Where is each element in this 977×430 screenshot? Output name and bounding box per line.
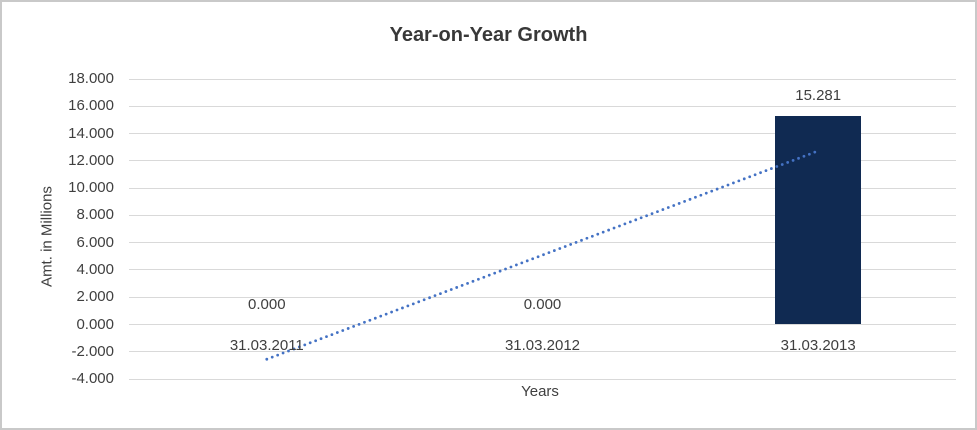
y-axis-title: Amt. in Millions [38,186,56,287]
y-tick-label: 6.000 [76,233,114,251]
y-tick-label: 10.000 [68,179,114,197]
gridline [129,78,956,80]
x-tick-label: 31.03.2013 [780,337,856,354]
x-axis-title: Years [521,383,559,400]
y-tick-label: 8.000 [76,206,114,224]
y-tick-label: -4.000 [71,370,114,387]
x-tick-label: 31.03.2012 [504,337,581,354]
chart-title: Year-on-Year Growth [389,24,588,46]
gridline [129,133,956,134]
y-tick-label: 4.000 [76,260,114,278]
gridline [129,105,956,107]
data-label: 15.281 [795,87,842,105]
y-tick-label: -2.000 [71,342,114,360]
data-label: 0.000 [248,295,286,313]
x-tick-label: 31.03.2011 [229,337,304,354]
y-tick-label: 0.000 [76,315,114,333]
y-tick-label: 14.000 [68,124,114,142]
y-tick-label: 18.000 [68,70,114,87]
y-tick-label: 12.000 [68,151,114,169]
gridline [129,378,956,380]
y-tick-label: 2.000 [76,288,114,306]
y-tick-label: 16.000 [68,97,114,115]
data-label: 0.000 [523,295,562,313]
